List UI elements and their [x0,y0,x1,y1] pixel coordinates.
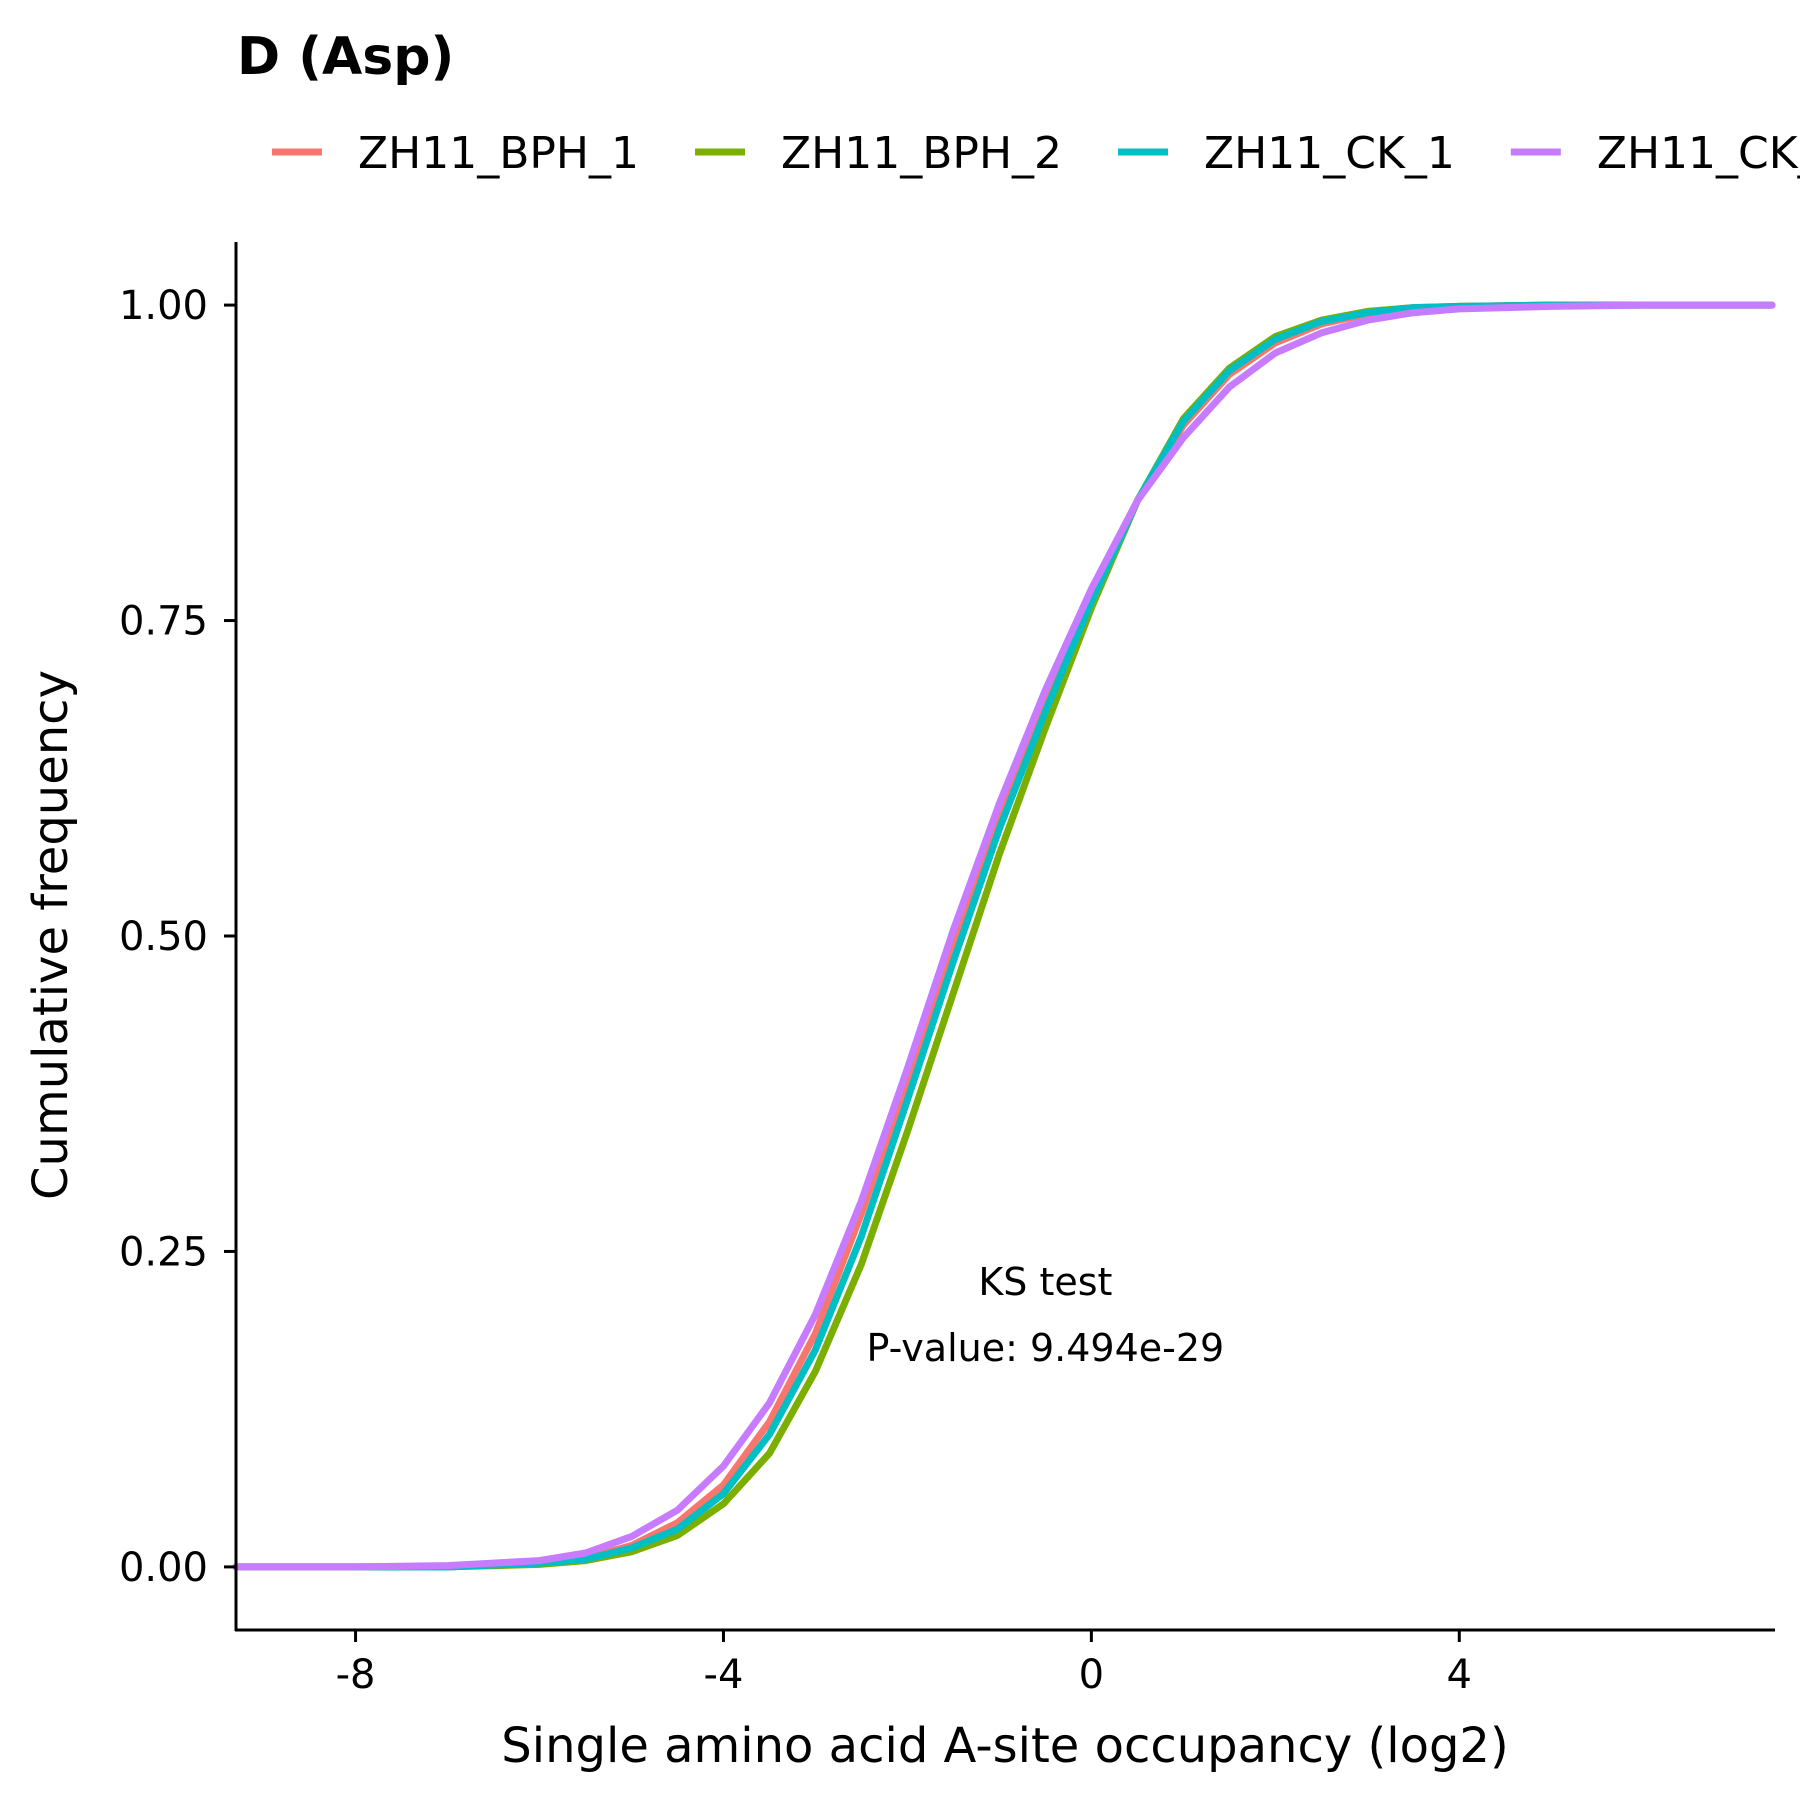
y-axis-ticks: 0.00 0.25 0.50 0.75 1.00 [119,283,236,1591]
x-tick-label: 0 [1079,1652,1104,1698]
y-tick-label: 1.00 [119,283,208,329]
legend-label: ZH11_BPH_2 [781,128,1062,179]
x-axis-title: Single amino acid A-site occupancy (log2… [501,1718,1508,1774]
legend: ZH11_BPH_1 ZH11_BPH_2 ZH11_CK_1 ZH11_CK_2 [272,128,1800,179]
y-tick-label: 0.50 [119,914,208,960]
legend-label: ZH11_CK_1 [1204,128,1455,179]
y-tick-label: 0.00 [119,1545,208,1591]
chart-title: D (Asp) [237,27,454,87]
ks-test-annotation: KS test P-value: 9.494e-29 [867,1260,1225,1370]
legend-item-zh11-bph-1: ZH11_BPH_1 [272,128,639,179]
legend-item-zh11-ck-1: ZH11_CK_1 [1118,128,1455,179]
legend-label: ZH11_CK_2 [1597,128,1800,179]
x-tick-label: -8 [336,1652,376,1698]
series-line-zh11-bph-2 [232,301,1776,1571]
y-tick-label: 0.75 [119,599,208,645]
y-tick-label: 0.25 [119,1229,208,1275]
legend-item-zh11-ck-2: ZH11_CK_2 [1510,128,1800,179]
x-axis-ticks: -8 -4 0 4 [336,1630,1472,1698]
ks-test-pvalue: P-value: 9.494e-29 [867,1326,1225,1370]
x-tick-label: -4 [704,1652,744,1698]
ks-test-label: KS test [978,1260,1112,1304]
legend-item-zh11-bph-2: ZH11_BPH_2 [695,128,1062,179]
series-line-zh11-bph-1 [232,301,1776,1571]
series-line-zh11-ck-2 [232,301,1776,1571]
x-tick-label: 4 [1447,1652,1472,1698]
legend-label: ZH11_BPH_1 [358,128,639,179]
plot-lines [232,301,1776,1571]
series-line-zh11-ck-1 [232,301,1776,1571]
y-axis-title: Cumulative frequency [23,670,79,1200]
